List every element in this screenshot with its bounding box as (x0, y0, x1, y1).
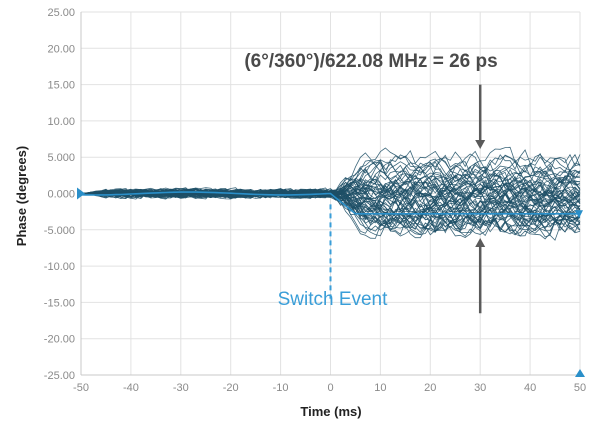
x-tick-label: -10 (273, 382, 289, 394)
axis-markers (77, 187, 585, 377)
x-tick-label: 20 (424, 382, 436, 394)
phase-trace-line (80, 188, 581, 241)
x-tick-label: -50 (73, 382, 89, 394)
x-tick-labels: -50 -40 -30 -20 -10 0 10 20 30 40 50 (73, 382, 586, 394)
x-tick-label: 30 (474, 382, 486, 394)
x-axis-title: Time (ms) (300, 404, 361, 419)
top-arrow-head-icon (475, 139, 486, 149)
bottom-arrow-head-icon (475, 238, 486, 248)
x-tick-label: -30 (173, 382, 189, 394)
y-tick-labels: 25.00 20.00 15.00 10.00 5.000 0.000 -5.000 -10.… (44, 7, 75, 382)
y-tick-label: 20.00 (47, 43, 75, 55)
average-trace-line (80, 191, 580, 215)
y-tick-label: -25.00 (44, 370, 75, 382)
y-axis-title: Phase (degrees) (14, 146, 29, 246)
x-tick-label: -20 (223, 382, 239, 394)
y-tick-label: 25.00 (47, 7, 75, 19)
x-tick-label: -40 (123, 382, 139, 394)
y-tick-label: 15.00 (47, 80, 75, 92)
y-tick-label: 5.000 (47, 152, 75, 164)
phase-traces (80, 146, 581, 241)
y-tick-label: -15.00 (44, 297, 75, 309)
switch-event-label: Switch Event (278, 289, 389, 310)
x-tick-label: 0 (327, 382, 333, 394)
y-tick-label: -20.00 (44, 334, 75, 346)
corner-marker-icon (575, 369, 585, 377)
y-tick-label: -5.000 (44, 225, 75, 237)
phase-trace-line (80, 172, 581, 199)
y-tick-label: 10.00 (47, 116, 75, 128)
formula-annotation: (6°/360°)/622.08 MHz = 26 ps (244, 51, 497, 72)
x-tick-label: 40 (524, 382, 536, 394)
annotations: Switch Event (6°/360°)/622.08 MHz = 26 ps (244, 51, 498, 314)
start-marker-icon (77, 187, 85, 200)
phase-trace-line (80, 172, 581, 202)
y-tick-label: -10.00 (44, 261, 75, 273)
x-tick-label: 10 (374, 382, 386, 394)
end-marker-icon (575, 210, 583, 219)
x-tick-label: 50 (574, 382, 586, 394)
y-tick-label: 0.000 (47, 189, 75, 201)
